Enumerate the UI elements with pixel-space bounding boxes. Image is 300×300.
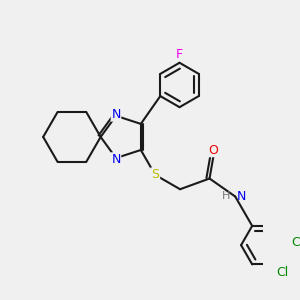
Text: Cl: Cl	[291, 236, 300, 249]
Text: H: H	[222, 191, 230, 202]
Text: N: N	[111, 108, 121, 121]
Text: F: F	[176, 48, 183, 62]
Text: O: O	[209, 144, 218, 157]
Text: N: N	[236, 190, 246, 203]
Text: N: N	[111, 153, 121, 166]
Text: Cl: Cl	[276, 266, 288, 279]
Text: S: S	[151, 168, 159, 182]
